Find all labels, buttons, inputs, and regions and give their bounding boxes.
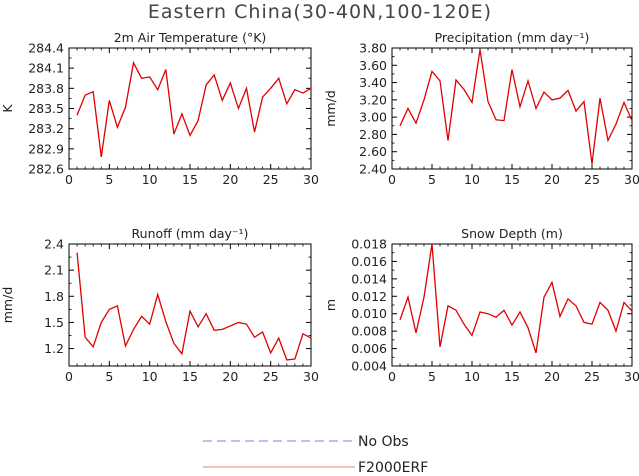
x-tick-label-snow-depth: 30 xyxy=(624,369,639,384)
y-tick-label-air-temperature: 283.5 xyxy=(28,101,64,116)
x-tick-label-runoff: 25 xyxy=(263,369,279,384)
x-tick-label-snow-depth: 10 xyxy=(464,369,480,384)
y-tick-label-precipitation: 2.40 xyxy=(359,162,387,177)
x-tick-label-air-temperature: 0 xyxy=(65,172,73,187)
y-tick-label-snow-depth: 0.004 xyxy=(351,359,387,374)
x-tick-label-precipitation: 25 xyxy=(584,172,600,187)
y-tick-label-precipitation: 2.60 xyxy=(359,144,387,159)
y-tick-label-air-temperature: 284.1 xyxy=(28,61,64,76)
y-tick-label-runoff: 1.2 xyxy=(44,341,64,356)
x-tick-label-runoff: 15 xyxy=(182,369,198,384)
y-tick-label-snow-depth: 0.014 xyxy=(351,271,387,286)
x-tick-label-precipitation: 10 xyxy=(464,172,480,187)
y-tick-label-snow-depth: 0.018 xyxy=(351,237,387,252)
y-tick-label-runoff: 1.8 xyxy=(44,289,64,304)
y-tick-label-air-temperature: 283.2 xyxy=(28,121,64,136)
series-line-snow-depth xyxy=(399,243,633,354)
x-tick-label-precipitation: 0 xyxy=(388,172,396,187)
x-tick-label-air-temperature: 30 xyxy=(303,172,319,187)
x-tick-label-snow-depth: 25 xyxy=(584,369,600,384)
y-tick-label-precipitation: 3.20 xyxy=(359,92,387,107)
y-tick-label-precipitation: 3.40 xyxy=(359,75,387,90)
figure-title: Eastern China(30-40N,100-120E) xyxy=(148,1,492,23)
x-tick-label-precipitation: 5 xyxy=(428,172,436,187)
x-tick-label-snow-depth: 5 xyxy=(428,369,436,384)
panel-title-precipitation: Precipitation (mm day⁻¹) xyxy=(435,30,590,45)
y-tick-label-precipitation: 3.80 xyxy=(359,41,387,56)
y-tick-label-snow-depth: 0.016 xyxy=(351,254,387,269)
y-tick-label-snow-depth: 0.010 xyxy=(351,306,387,321)
panel-title-runoff: Runoff (mm day⁻¹) xyxy=(132,226,249,241)
x-tick-label-air-temperature: 25 xyxy=(263,172,279,187)
series-line-runoff xyxy=(76,252,312,361)
y-tick-label-snow-depth: 0.008 xyxy=(351,324,387,339)
y-tick-label-air-temperature: 282.9 xyxy=(28,141,64,156)
x-tick-label-snow-depth: 20 xyxy=(544,369,560,384)
y-axis-label-snow-depth: m xyxy=(323,299,338,311)
y-tick-label-air-temperature: 284.4 xyxy=(28,41,64,56)
x-tick-label-runoff: 5 xyxy=(105,369,113,384)
x-tick-label-air-temperature: 10 xyxy=(142,172,158,187)
x-tick-label-air-temperature: 20 xyxy=(222,172,238,187)
panel-snow-depth: Snow Depth (m) 0 5 10 15 20 25 30 0.004 0.006 0.00… xyxy=(323,226,639,384)
x-tick-label-snow-depth: 15 xyxy=(504,369,520,384)
y-tick-label-snow-depth: 0.012 xyxy=(351,289,387,304)
x-tick-label-precipitation: 20 xyxy=(544,172,560,187)
y-tick-label-runoff: 1.5 xyxy=(44,315,64,330)
x-tick-label-air-temperature: 15 xyxy=(182,172,198,187)
series-line-air-temperature xyxy=(76,60,312,157)
x-tick-label-runoff: 30 xyxy=(303,369,319,384)
x-tick-label-precipitation: 15 xyxy=(504,172,520,187)
x-tick-label-runoff: 20 xyxy=(222,369,238,384)
x-tick-label-air-temperature: 5 xyxy=(105,172,113,187)
panels: 2m Air Temperature (°K) 0 5 10 15 20 25 30 282.6… xyxy=(0,30,639,384)
legend: No Obs F2000ERF xyxy=(203,434,428,476)
x-tick-label-runoff: 0 xyxy=(65,369,73,384)
y-tick-label-snow-depth: 0.006 xyxy=(351,341,387,356)
y-axis-label-precipitation: mm/d xyxy=(323,90,338,127)
x-tick-label-snow-depth: 0 xyxy=(388,369,396,384)
y-axis-label-air-temperature: K xyxy=(0,104,15,113)
panel-title-snow-depth: Snow Depth (m) xyxy=(461,226,563,241)
series-line-precipitation xyxy=(399,49,633,164)
y-tick-label-runoff: 2.4 xyxy=(44,237,64,252)
panel-precipitation: Precipitation (mm day⁻¹) 0 5 10 15 20 25 30 2.40… xyxy=(323,30,639,187)
y-tick-label-air-temperature: 283.8 xyxy=(28,81,64,96)
y-tick-label-runoff: 2.1 xyxy=(44,263,64,278)
y-tick-label-precipitation: 2.80 xyxy=(359,127,387,142)
y-axis-label-runoff: mm/d xyxy=(0,287,15,324)
x-tick-label-precipitation: 30 xyxy=(624,172,639,187)
y-tick-label-precipitation: 3.00 xyxy=(359,110,387,125)
panel-air-temperature: 2m Air Temperature (°K) 0 5 10 15 20 25 30 282.6… xyxy=(0,30,319,187)
legend-label-f2000erf: F2000ERF xyxy=(358,460,428,476)
y-tick-label-precipitation: 3.60 xyxy=(359,58,387,73)
panel-title-air-temperature: 2m Air Temperature (°K) xyxy=(114,30,267,45)
panel-runoff: Runoff (mm day⁻¹) 0 5 10 15 20 25 30 1.2 1.5 1.8 2.… xyxy=(0,226,319,384)
y-tick-label-air-temperature: 282.6 xyxy=(28,162,64,177)
x-tick-label-runoff: 10 xyxy=(142,369,158,384)
legend-label-no-obs: No Obs xyxy=(358,434,409,450)
